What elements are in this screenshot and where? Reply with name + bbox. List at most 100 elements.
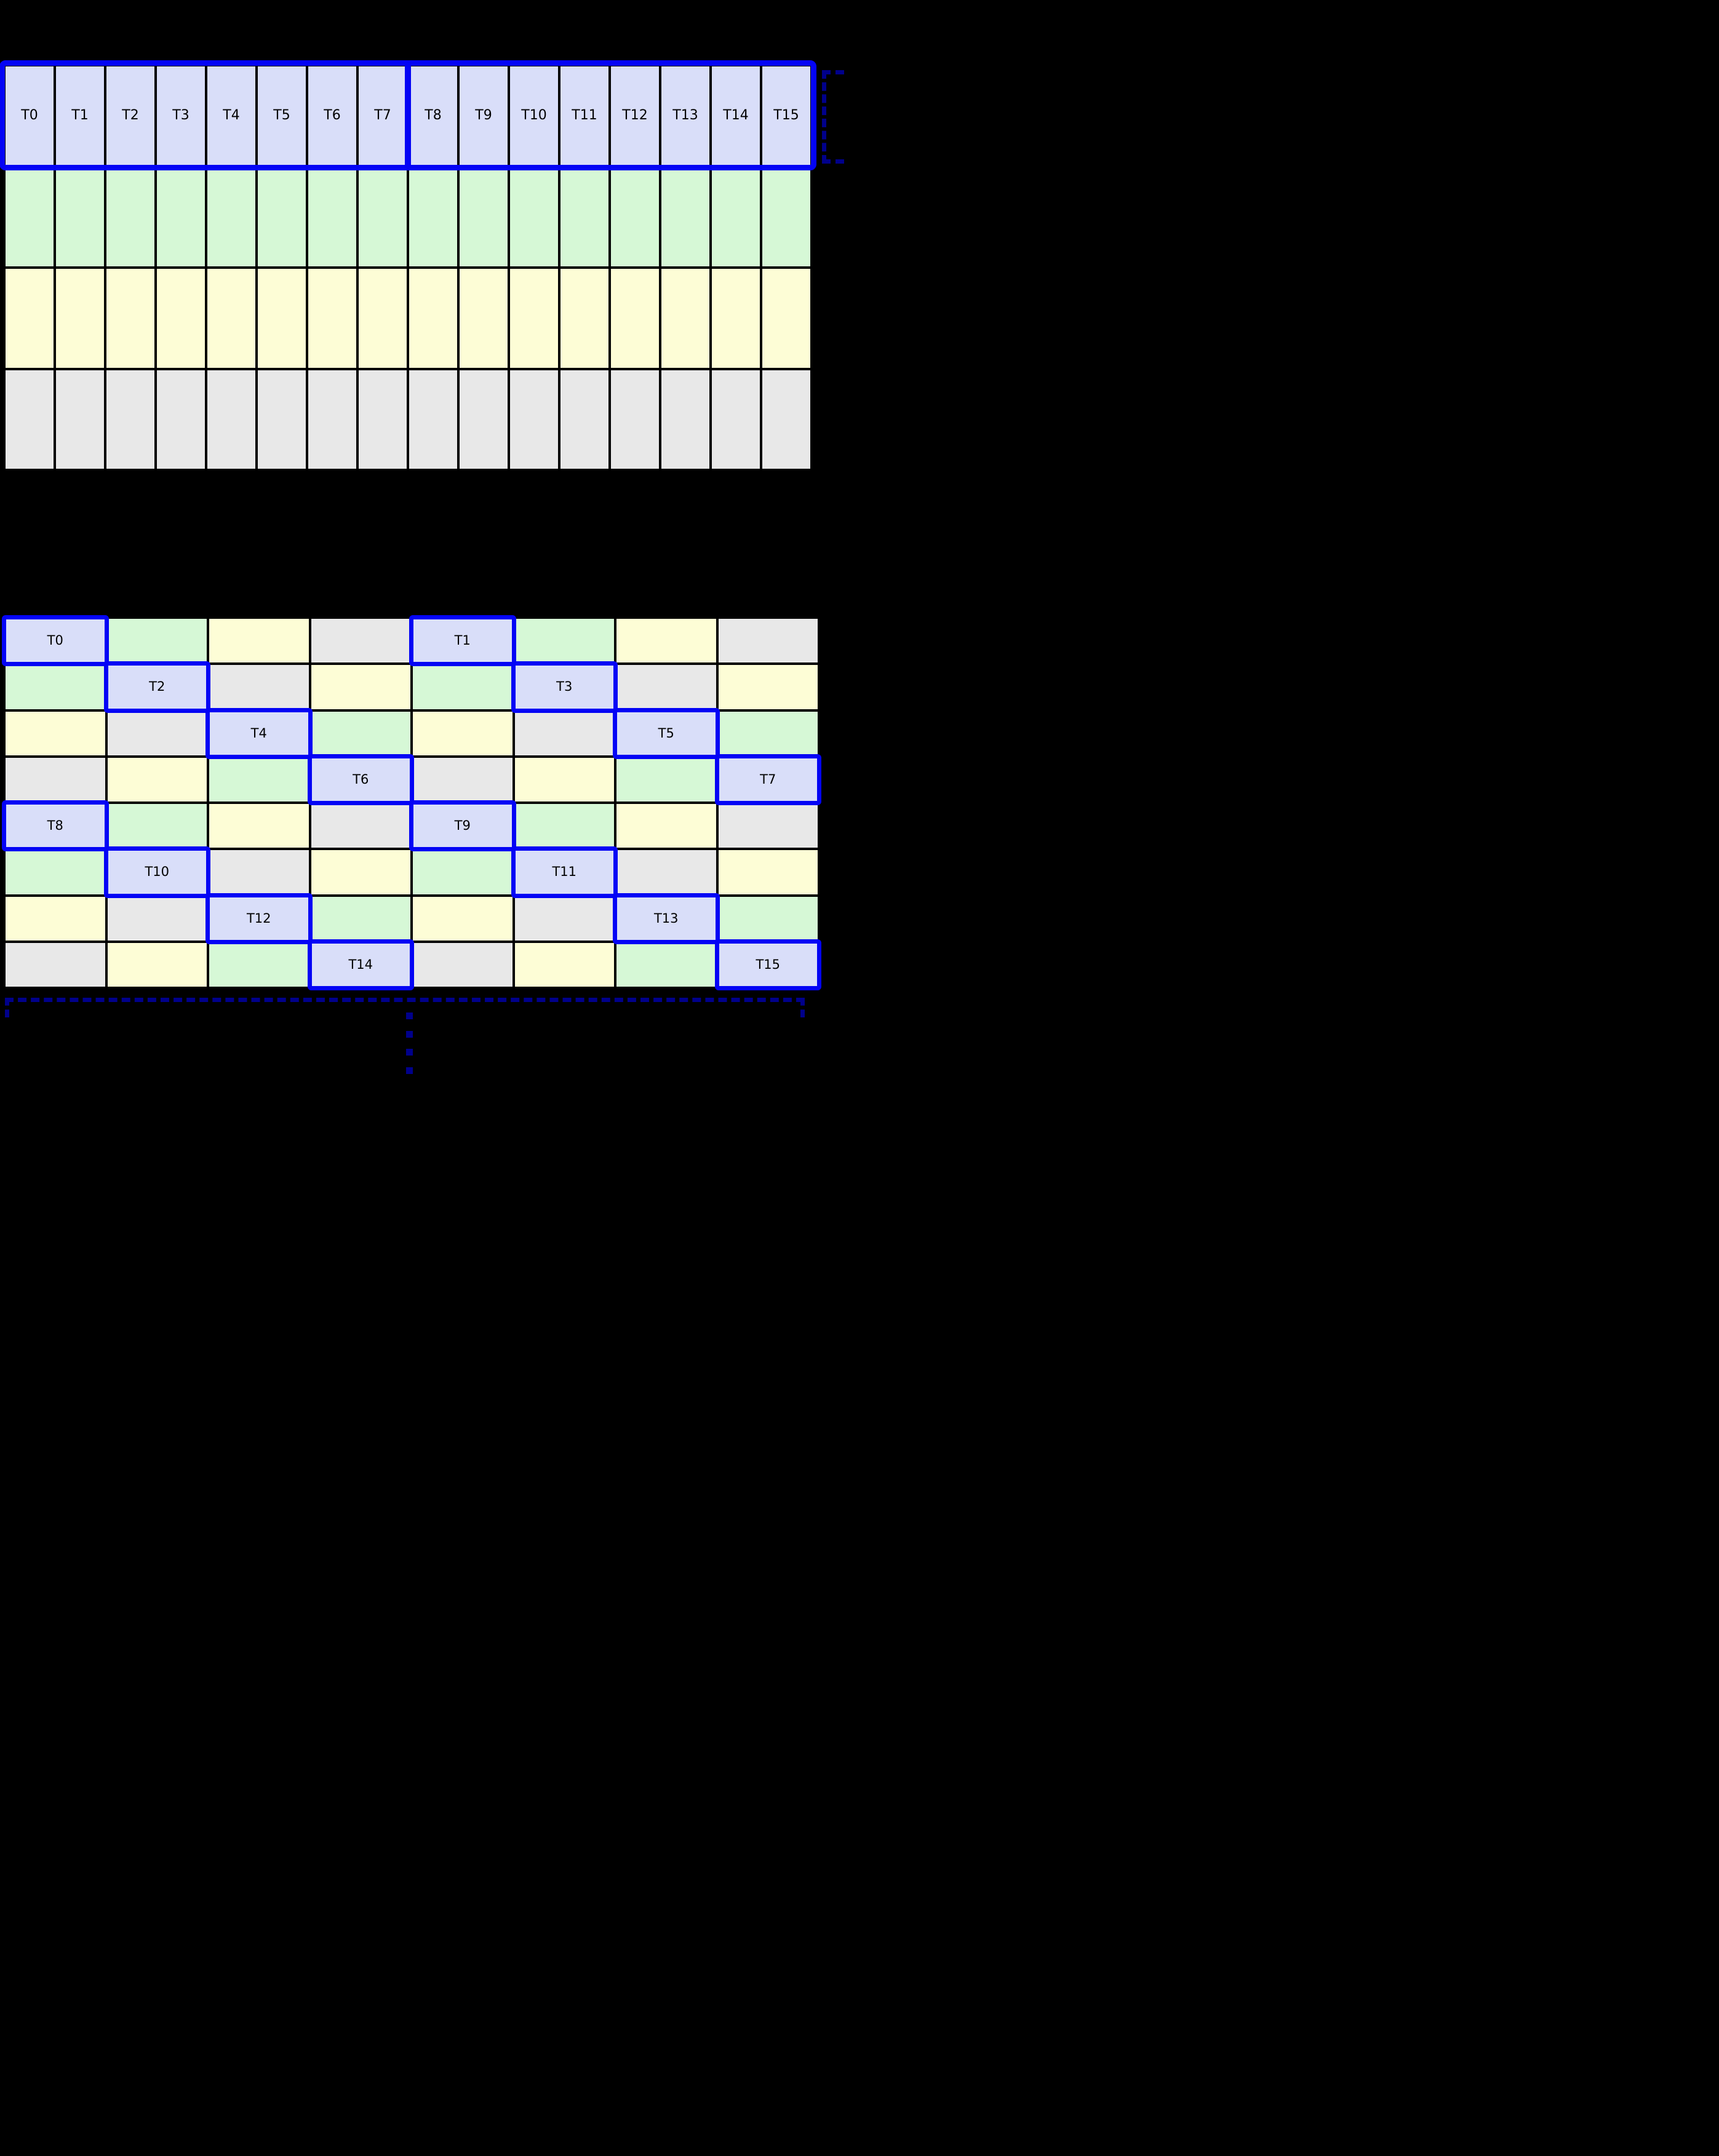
memory-cell-r1-c7 [357, 166, 408, 268]
thread-label: T5 [658, 725, 674, 741]
memory-cell-r1-c0 [4, 664, 106, 710]
thread-label: T8 [425, 108, 442, 124]
memory-cell-r2-c5 [257, 268, 307, 369]
row-height-bracket-line [822, 70, 826, 164]
memory-cell-r0-c6 [615, 618, 717, 664]
thread-cell-T4: T4 [206, 65, 257, 167]
thread-cell-T2: T2 [103, 661, 210, 713]
thread-cell-T0: T0 [4, 65, 55, 167]
memory-cell-r2-c3 [309, 710, 412, 757]
memory-cell-r2-c14 [711, 268, 761, 369]
thread-label: T6 [353, 771, 369, 787]
memory-cell-r1-c4 [206, 166, 257, 268]
memory-cell-r1-c4 [412, 664, 514, 710]
memory-cell-r3-c13 [660, 368, 711, 470]
memory-cell-r6-c7 [717, 895, 819, 942]
memory-cell-r1-c9 [458, 166, 509, 268]
thread-label: T9 [454, 818, 471, 833]
memory-cell-r5-c6 [615, 849, 717, 896]
memory-cell-r3-c5 [257, 368, 307, 470]
ellipsis-dot [406, 1012, 413, 1019]
thread-cell-T14: T14 [711, 65, 761, 167]
memory-cell-r3-c8 [408, 368, 458, 470]
memory-cell-r2-c7 [717, 710, 819, 757]
thread-cell-T11: T11 [511, 846, 618, 898]
thread-label: T5 [273, 108, 290, 124]
memory-cell-r2-c4 [412, 710, 514, 757]
memory-cell-r1-c6 [307, 166, 357, 268]
ellipsis-dot [406, 1067, 413, 1074]
thread-cell-T5: T5 [257, 65, 307, 167]
memory-cell-r2-c9 [458, 268, 509, 369]
memory-cell-r1-c5 [257, 166, 307, 268]
thread-cell-T10: T10 [509, 65, 559, 167]
thread-label: T4 [223, 108, 240, 124]
ellipsis-dot [406, 1030, 413, 1038]
thread-label: T12 [622, 108, 648, 124]
thread-cell-T1: T1 [409, 615, 516, 667]
thread-cell-T8: T8 [2, 800, 109, 852]
memory-cell-r2-c13 [660, 268, 711, 369]
thread-label: T2 [122, 108, 139, 124]
thread-cell-T15: T15 [761, 65, 812, 167]
memory-cell-r6-c3 [309, 895, 412, 942]
memory-cell-r3-c4 [412, 756, 514, 803]
memory-cell-r4-c2 [208, 803, 310, 849]
memory-cell-r0-c2 [208, 618, 310, 664]
row-height-bracket-bottom-tick [822, 159, 844, 164]
memory-cell-r6-c4 [412, 895, 514, 942]
memory-cell-r2-c15 [761, 268, 812, 369]
memory-cell-r7-c4 [412, 941, 514, 988]
memory-cell-r1-c15 [761, 166, 812, 268]
thread-label: T11 [572, 108, 597, 124]
thread-label: T9 [475, 108, 492, 124]
memory-cell-r1-c1 [55, 166, 105, 268]
memory-cell-r7-c0 [4, 941, 106, 988]
memory-cell-r0-c3 [309, 618, 412, 664]
memory-cell-r2-c5 [513, 710, 615, 757]
memory-cell-r3-c2 [208, 756, 310, 803]
thread-cell-T9: T9 [458, 65, 509, 167]
memory-cell-r1-c13 [660, 166, 711, 268]
thread-cell-T2: T2 [105, 65, 156, 167]
memory-cell-r3-c1 [55, 368, 105, 470]
memory-cell-r2-c10 [509, 268, 559, 369]
thread-label: T14 [348, 957, 373, 972]
thread-label: T2 [149, 679, 166, 694]
grid-width-bracket-left-tick [5, 998, 9, 1017]
thread-label: T15 [773, 108, 799, 124]
memory-cell-r4-c7 [717, 803, 819, 849]
thread-cell-T12: T12 [610, 65, 660, 167]
memory-cell-r2-c8 [408, 268, 458, 369]
memory-cell-r1-c0 [4, 166, 55, 268]
memory-cell-r1-c12 [610, 166, 660, 268]
memory-cell-r2-c0 [4, 710, 106, 757]
thread-label: T10 [521, 108, 547, 124]
memory-cell-r4-c1 [106, 803, 208, 849]
memory-cell-r1-c3 [156, 166, 206, 268]
coalesced-access-grid: T0 T1 T2 T3 T4 T5 T6 T7 T8 T9 T10 T11 T12 T13 T14 T15 [0, 60, 816, 471]
memory-cell-r3-c9 [458, 368, 509, 470]
memory-cell-r1-c11 [559, 166, 610, 268]
memory-cell-r3-c14 [711, 368, 761, 470]
memory-cell-r7-c5 [513, 941, 615, 988]
thread-cell-T13: T13 [660, 65, 711, 167]
memory-cell-r3-c6 [307, 368, 357, 470]
thread-cell-T3: T3 [511, 661, 618, 713]
thread-label: T7 [760, 771, 776, 787]
memory-cell-r0-c7 [717, 618, 819, 664]
memory-cell-r1-c8 [408, 166, 458, 268]
thread-label: T7 [374, 108, 391, 124]
memory-cell-r3-c11 [559, 368, 610, 470]
thread-cell-T10: T10 [103, 846, 210, 898]
memory-cell-r6-c1 [106, 895, 208, 942]
thread-cell-T15: T15 [714, 939, 821, 990]
thread-cell-T7: T7 [357, 65, 408, 167]
memory-cell-r7-c1 [106, 941, 208, 988]
memory-access-pattern-diagram: T0 T1 T2 T3 T4 T5 T6 T7 T8 T9 T10 T11 T12 T13 T14 T15 T… [0, 0, 860, 1078]
thread-label: T10 [145, 864, 170, 880]
memory-cell-r2-c6 [307, 268, 357, 369]
thread-cell-T12: T12 [205, 893, 313, 944]
memory-cell-r3-c7 [357, 368, 408, 470]
memory-cell-r6-c5 [513, 895, 615, 942]
